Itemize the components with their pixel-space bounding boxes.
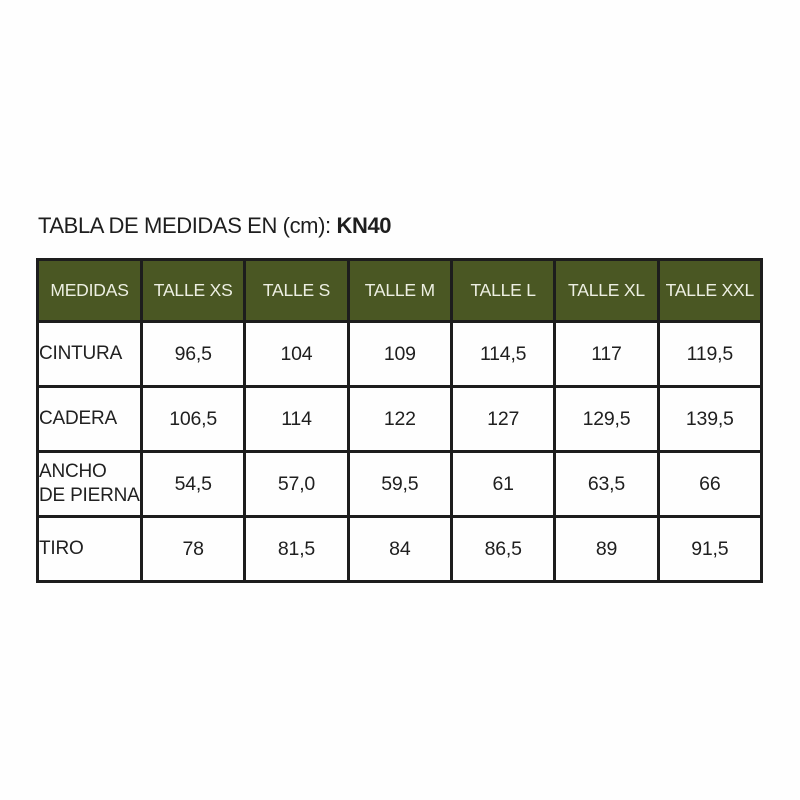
measurement-cell: 63,5 [553, 450, 660, 518]
product-code: KN40 [336, 213, 392, 238]
row-label-cadera: CADERA [36, 385, 143, 453]
measurement-cell: 117 [553, 320, 660, 388]
row-label-cintura: CINTURA [36, 320, 143, 388]
table-row-cadera: CADERA 106,5 114 122 127 129,5 139,5 [36, 385, 764, 453]
measurement-cell: 104 [243, 320, 350, 388]
page-title: TABLA DE MEDIDAS EN (cm): KN40 [38, 213, 392, 239]
measurement-cell: 139,5 [656, 385, 764, 453]
measurement-cell: 84 [346, 515, 453, 583]
table-row-cintura: CINTURA 96,5 104 109 114,5 117 119,5 [36, 320, 764, 388]
table-header-row: MEDIDAS TALLE XS TALLE S TALLE M TALLE L… [36, 258, 764, 323]
measurement-cell: 57,0 [243, 450, 350, 518]
measurement-cell: 114,5 [449, 320, 557, 388]
measurement-cell: 96,5 [139, 320, 247, 388]
row-label-ancho-de-pierna: ANCHO DE PIERNA [36, 450, 143, 518]
table-row-ancho-de-pierna: ANCHO DE PIERNA 54,5 57,0 59,5 61 63,5 6… [36, 450, 764, 518]
table-row-tiro: TIRO 78 81,5 84 86,5 89 91,5 [36, 515, 764, 583]
column-header-talle-m: TALLE M [346, 258, 453, 323]
row-label-tiro: TIRO [36, 515, 143, 583]
measurement-cell: 61 [449, 450, 557, 518]
measurement-cell: 129,5 [553, 385, 660, 453]
measurement-cell: 54,5 [139, 450, 247, 518]
page-title-text: TABLA DE MEDIDAS EN (cm): [38, 213, 337, 238]
column-header-talle-xxl: TALLE XXL [656, 258, 764, 323]
measurement-cell: 86,5 [449, 515, 557, 583]
measurement-cell: 106,5 [139, 385, 247, 453]
measurement-cell: 109 [346, 320, 453, 388]
column-header-talle-s: TALLE S [243, 258, 350, 323]
measurement-cell: 119,5 [656, 320, 764, 388]
measurement-cell: 81,5 [243, 515, 350, 583]
measurement-cell: 66 [656, 450, 764, 518]
column-header-medidas: MEDIDAS [36, 258, 143, 323]
measurement-cell: 91,5 [656, 515, 764, 583]
measurement-cell: 122 [346, 385, 453, 453]
measurements-table: MEDIDAS TALLE XS TALLE S TALLE M TALLE L… [36, 258, 764, 583]
measurement-cell: 59,5 [346, 450, 453, 518]
column-header-talle-l: TALLE L [449, 258, 557, 323]
measurement-cell: 89 [553, 515, 660, 583]
measurement-cell: 114 [243, 385, 350, 453]
measurement-cell: 127 [449, 385, 557, 453]
column-header-talle-xl: TALLE XL [553, 258, 660, 323]
column-header-talle-xs: TALLE XS [139, 258, 247, 323]
measurement-cell: 78 [139, 515, 247, 583]
